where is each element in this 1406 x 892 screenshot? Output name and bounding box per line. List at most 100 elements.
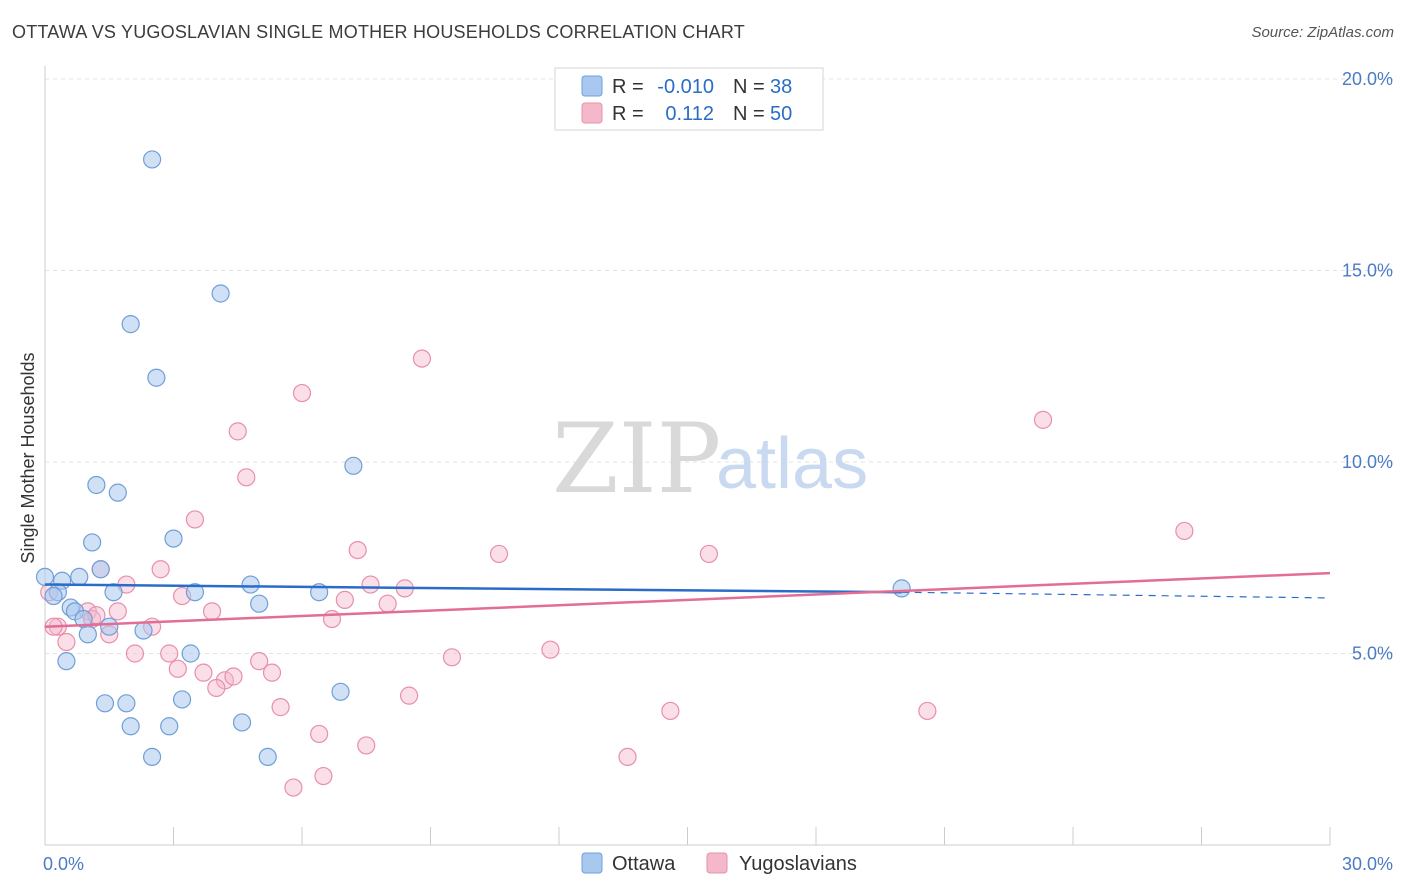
point-yugoslavians-27 bbox=[160, 644, 179, 663]
point-ottawa-37 bbox=[44, 586, 63, 606]
point-ottawa-0 bbox=[142, 150, 162, 169]
point-yugoslavians-20 bbox=[202, 602, 222, 621]
watermark-atlas: atlas bbox=[716, 424, 868, 504]
point-ottawa-10 bbox=[35, 567, 55, 587]
trend-line-yugoslavians bbox=[44, 571, 1331, 628]
legend-n-value-ottawa: 38 bbox=[770, 76, 792, 98]
trend-line-ottawa-extension bbox=[901, 591, 1331, 599]
x-tick-label-1: 30.0% bbox=[1342, 854, 1393, 874]
point-ottawa-32 bbox=[160, 717, 179, 736]
point-yugoslavians-8 bbox=[1175, 521, 1194, 541]
point-ottawa-27 bbox=[331, 682, 350, 701]
point-ottawa-36 bbox=[892, 579, 911, 598]
point-yugoslavians-6 bbox=[489, 544, 509, 564]
point-yugoslavians-41 bbox=[310, 724, 329, 744]
point-yugoslavians-28 bbox=[442, 648, 462, 667]
point-yugoslavians-40 bbox=[918, 701, 937, 721]
point-ottawa-23 bbox=[134, 621, 153, 640]
chart-source: Source: ZipAtlas.com bbox=[1251, 24, 1394, 41]
bottom-legend-swatch-yugoslavians bbox=[706, 852, 728, 874]
legend-n-label-ottawa: N = bbox=[733, 76, 765, 98]
point-yugoslavians-2 bbox=[228, 422, 247, 441]
point-yugoslavians-1 bbox=[292, 383, 312, 403]
legend-swatch-yugoslavians bbox=[581, 102, 603, 124]
legend-swatch-ottawa bbox=[581, 75, 603, 97]
point-yugoslavians-35 bbox=[224, 667, 243, 686]
point-ottawa-31 bbox=[121, 717, 140, 736]
y-tick-label-3: 20.0% bbox=[1342, 69, 1393, 89]
point-yugoslavians-33 bbox=[262, 663, 282, 682]
legend-r-value-yugoslavians: 0.112 bbox=[665, 103, 714, 125]
point-ottawa-3 bbox=[147, 368, 166, 387]
bottom-legend-swatch-ottawa bbox=[581, 852, 603, 874]
series-legend: Ottawa Yugoslavians bbox=[581, 852, 857, 875]
chart-title: OTTAWA VS YUGOSLAVIAN SINGLE MOTHER HOUS… bbox=[12, 22, 745, 42]
point-ottawa-14 bbox=[185, 583, 205, 602]
point-yugoslavians-43 bbox=[618, 747, 637, 767]
point-yugoslavians-25 bbox=[57, 632, 76, 652]
legend-r-label-ottawa: R = bbox=[612, 76, 644, 98]
point-yugoslavians-11 bbox=[151, 560, 170, 579]
point-yugoslavians-26 bbox=[125, 644, 145, 663]
grid-lines bbox=[45, 78, 1393, 654]
trend-line-ottawa bbox=[44, 583, 902, 594]
point-ottawa-4 bbox=[344, 456, 363, 475]
point-ottawa-33 bbox=[232, 713, 252, 732]
point-yugoslavians-3 bbox=[237, 468, 256, 487]
legend-n-value-yugoslavians: 50 bbox=[770, 103, 792, 125]
point-yugoslavians-42 bbox=[357, 736, 376, 755]
point-yugoslavians-44 bbox=[314, 766, 333, 786]
point-yugoslavians-45 bbox=[284, 778, 303, 797]
x-tick-label-0: 0.0% bbox=[43, 854, 84, 874]
point-ottawa-22 bbox=[100, 617, 119, 636]
point-yugoslavians-7 bbox=[699, 544, 719, 564]
point-ottawa-17 bbox=[104, 583, 123, 602]
point-ottawa-24 bbox=[78, 625, 97, 644]
point-yugoslavians-39 bbox=[661, 701, 680, 721]
y-tick-labels: 5.0% 10.0% 15.0% 20.0% bbox=[1342, 69, 1393, 664]
point-ottawa-25 bbox=[181, 644, 200, 663]
point-ottawa-28 bbox=[172, 690, 192, 709]
point-ottawa-9 bbox=[91, 560, 110, 579]
stats-legend: R = -0.010 N = 38 R = 0.112 N = 50 bbox=[554, 67, 824, 131]
watermark-zip: ZIP bbox=[552, 403, 721, 515]
point-yugoslavians-18 bbox=[108, 602, 127, 621]
y-tick-label-2: 15.0% bbox=[1342, 261, 1393, 281]
point-ottawa-5 bbox=[87, 475, 106, 495]
point-ottawa-13 bbox=[241, 575, 260, 594]
point-yugoslavians-32 bbox=[194, 663, 213, 682]
point-ottawa-30 bbox=[117, 694, 136, 713]
point-yugoslavians-0 bbox=[412, 349, 432, 368]
point-ottawa-26 bbox=[57, 652, 76, 671]
point-ottawa-12 bbox=[70, 567, 89, 587]
point-ottawa-2 bbox=[121, 315, 140, 334]
y-tick-label-0: 5.0% bbox=[1352, 644, 1393, 664]
point-yugoslavians-21 bbox=[322, 609, 342, 629]
y-tick-label-1: 10.0% bbox=[1342, 452, 1393, 472]
bottom-legend-label-yugoslavians: Yugoslavians bbox=[739, 853, 857, 875]
point-ottawa-1 bbox=[211, 284, 230, 303]
series-yugoslavians-points bbox=[40, 349, 1194, 797]
legend-r-label-yugoslavians: R = bbox=[612, 103, 644, 125]
point-yugoslavians-4 bbox=[185, 510, 205, 529]
point-yugoslavians-36 bbox=[207, 678, 226, 698]
point-yugoslavians-37 bbox=[399, 686, 419, 705]
axes bbox=[44, 66, 1331, 846]
x-tick-labels: 0.0% 30.0% bbox=[43, 854, 1393, 874]
y-axis-label: Single Mother Households bbox=[18, 352, 38, 563]
point-yugoslavians-16 bbox=[335, 590, 354, 609]
point-yugoslavians-9 bbox=[1033, 410, 1053, 429]
point-yugoslavians-30 bbox=[250, 652, 269, 671]
point-ottawa-6 bbox=[108, 483, 127, 502]
point-ottawa-7 bbox=[164, 529, 183, 548]
legend-r-value-ottawa: -0.010 bbox=[657, 76, 714, 98]
point-ottawa-35 bbox=[258, 747, 277, 767]
point-yugoslavians-13 bbox=[361, 575, 380, 594]
point-yugoslavians-5 bbox=[348, 540, 367, 560]
point-ottawa-29 bbox=[95, 694, 115, 713]
point-yugoslavians-17 bbox=[378, 594, 397, 613]
point-yugoslavians-29 bbox=[541, 640, 560, 659]
point-yugoslavians-38 bbox=[271, 698, 290, 717]
bottom-legend-label-ottawa: Ottawa bbox=[612, 853, 676, 875]
